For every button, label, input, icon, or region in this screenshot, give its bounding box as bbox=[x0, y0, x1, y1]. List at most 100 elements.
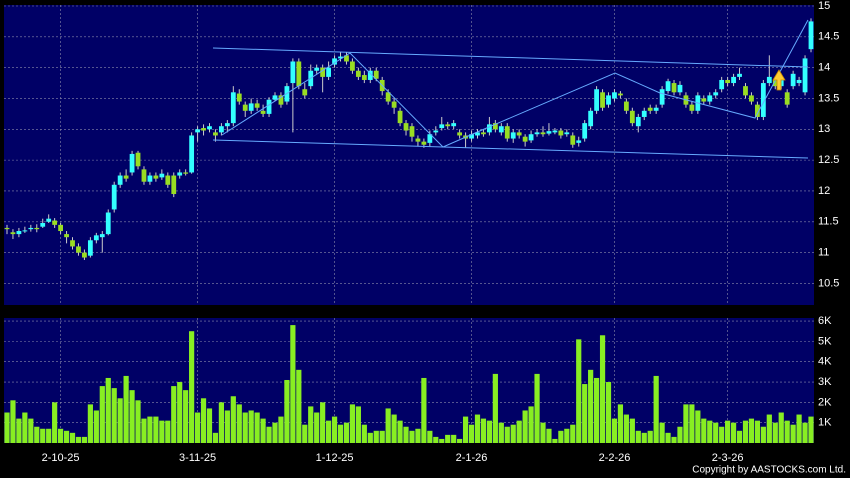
candle-body bbox=[34, 227, 40, 230]
candle-body bbox=[481, 132, 486, 135]
volume-bar bbox=[278, 416, 284, 443]
y-tick-label: 11 bbox=[818, 247, 829, 259]
candle-body bbox=[552, 130, 558, 133]
candle-body bbox=[469, 134, 474, 139]
volume-bar bbox=[81, 436, 88, 443]
volume-bar bbox=[474, 414, 481, 443]
y-tick-label: 12.5 bbox=[818, 154, 839, 166]
volume-bar bbox=[701, 418, 707, 443]
candle-body bbox=[82, 252, 87, 258]
volume-bar bbox=[510, 424, 516, 443]
volume-bar bbox=[69, 432, 76, 443]
marks bbox=[4, 18, 814, 443]
y-tick-label: 14.5 bbox=[818, 31, 839, 43]
candle-body bbox=[76, 246, 81, 253]
candle-body bbox=[260, 110, 266, 114]
candle-body bbox=[248, 103, 254, 111]
volume-bar bbox=[230, 396, 236, 443]
channel-bottom bbox=[212, 139, 809, 159]
volume-bar bbox=[582, 384, 588, 443]
candle-body bbox=[326, 67, 331, 77]
volume-bar bbox=[617, 404, 624, 443]
volume-bar bbox=[10, 400, 16, 443]
volume-bar bbox=[439, 438, 445, 443]
y-tick-label: 11.5 bbox=[818, 216, 839, 228]
volume-bar bbox=[546, 428, 552, 443]
volume-bar bbox=[296, 369, 302, 443]
candle-body bbox=[540, 132, 546, 135]
candle-body bbox=[70, 240, 75, 247]
volume-bar bbox=[766, 414, 772, 443]
candle-body bbox=[612, 92, 617, 99]
y-tick-label: 3K bbox=[818, 376, 832, 388]
x-tick-label: 2-3-26 bbox=[712, 452, 744, 464]
candle-body bbox=[796, 79, 802, 84]
volume-bar bbox=[409, 430, 415, 443]
volume-bar bbox=[492, 373, 498, 443]
candle-body bbox=[22, 230, 28, 232]
volume-bar bbox=[4, 412, 10, 443]
volume-bar bbox=[212, 432, 219, 443]
candle-body bbox=[600, 92, 605, 108]
candle-body bbox=[320, 67, 326, 77]
volume-bar bbox=[326, 420, 332, 443]
volume-bar bbox=[46, 428, 52, 443]
volume-bar bbox=[165, 420, 171, 443]
volume-bar bbox=[337, 424, 344, 443]
candle-body bbox=[534, 132, 540, 135]
volume-bar bbox=[665, 432, 671, 443]
candle-body bbox=[153, 175, 159, 179]
candle-body bbox=[135, 152, 141, 167]
volume-bar bbox=[379, 430, 385, 443]
candle-body bbox=[397, 110, 403, 124]
candle-body bbox=[302, 89, 308, 96]
volume-bar bbox=[28, 418, 34, 443]
volume-bar bbox=[641, 432, 647, 443]
volume-bar bbox=[16, 418, 22, 443]
volume-bar bbox=[772, 422, 778, 443]
candle-body bbox=[159, 173, 165, 178]
volume-bar bbox=[290, 325, 296, 443]
volume-bar bbox=[99, 386, 105, 443]
volume-bar bbox=[719, 426, 725, 443]
volume-bar bbox=[206, 408, 213, 443]
y-tick-label: 4K bbox=[818, 356, 832, 368]
candle-body bbox=[58, 224, 63, 232]
candle-body bbox=[350, 61, 355, 71]
volume-bar bbox=[385, 408, 391, 443]
candle-body bbox=[290, 61, 296, 84]
candle-body bbox=[361, 75, 367, 80]
candle-body bbox=[528, 134, 534, 141]
candle-body bbox=[802, 58, 808, 93]
volume-bar bbox=[421, 377, 427, 443]
volume-bar bbox=[343, 422, 350, 443]
volume-bar bbox=[707, 420, 713, 443]
volume-bar bbox=[605, 382, 612, 443]
volume-bar bbox=[629, 418, 635, 443]
candle-body bbox=[332, 58, 337, 65]
volume-bar bbox=[552, 438, 558, 443]
volume-bar bbox=[141, 418, 147, 443]
candle-body bbox=[93, 235, 99, 241]
volume-bar bbox=[403, 426, 409, 443]
candle-body bbox=[355, 70, 361, 77]
candle-body bbox=[165, 175, 171, 185]
volume-bar bbox=[784, 420, 790, 443]
volume-bar bbox=[308, 406, 314, 443]
candle-body bbox=[606, 95, 611, 105]
volume-bar bbox=[445, 434, 451, 443]
volume-bar bbox=[373, 430, 379, 443]
volume-bar bbox=[540, 422, 546, 443]
candle-body bbox=[296, 61, 302, 87]
candle-body bbox=[653, 107, 659, 111]
candle-body bbox=[713, 92, 719, 96]
candle-body bbox=[123, 175, 129, 179]
volume-bar bbox=[415, 428, 421, 443]
candle-body bbox=[707, 95, 713, 102]
candle-body bbox=[737, 73, 742, 77]
grid bbox=[4, 5, 814, 443]
y-tick-label: 10.5 bbox=[818, 277, 839, 289]
volume-bar bbox=[462, 416, 469, 443]
candle-body bbox=[772, 79, 778, 87]
volume-bar bbox=[183, 390, 189, 443]
